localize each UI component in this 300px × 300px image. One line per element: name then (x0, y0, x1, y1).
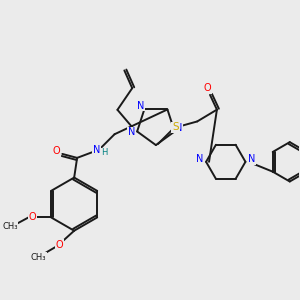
Text: N: N (137, 100, 144, 110)
Text: N: N (93, 145, 100, 155)
Text: CH₃: CH₃ (2, 222, 18, 231)
Text: O: O (56, 239, 63, 250)
Text: O: O (52, 146, 60, 156)
Text: N: N (248, 154, 255, 164)
Text: O: O (28, 212, 36, 222)
Text: S: S (172, 122, 179, 132)
Text: N: N (196, 154, 204, 164)
Text: O: O (203, 83, 211, 93)
Text: N: N (175, 122, 182, 133)
Text: H: H (101, 148, 108, 158)
Text: CH₃: CH₃ (31, 253, 46, 262)
Text: N: N (128, 128, 135, 137)
